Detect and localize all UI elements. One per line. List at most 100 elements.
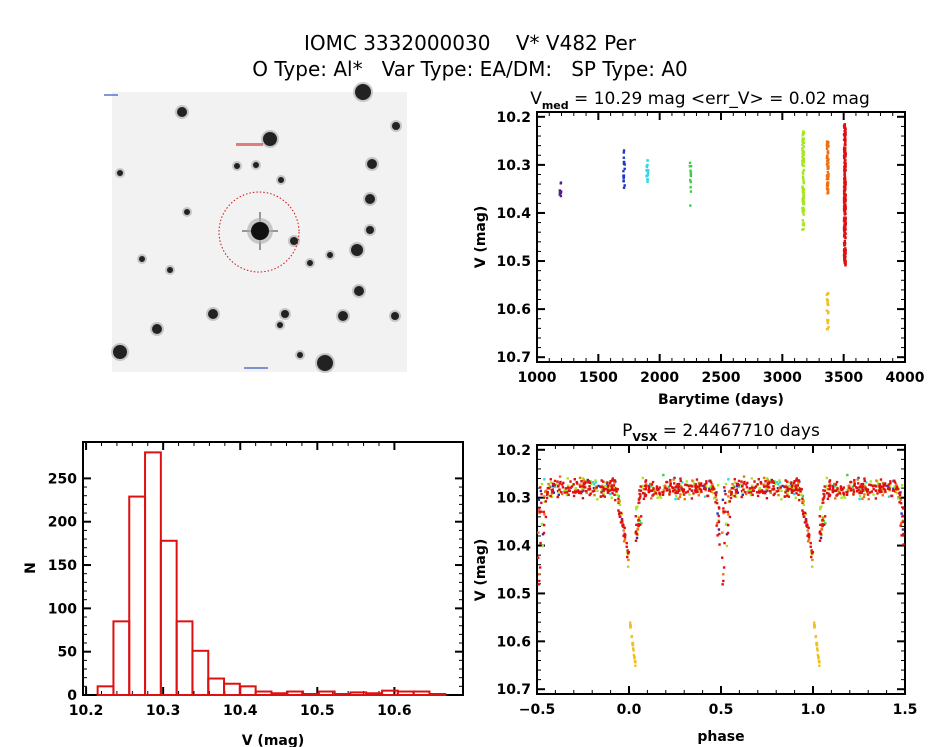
data-point <box>802 145 806 148</box>
data-point <box>695 478 699 481</box>
star <box>355 84 371 100</box>
data-point <box>789 487 792 491</box>
star <box>184 209 190 215</box>
data-point <box>824 522 827 525</box>
data-point <box>588 485 591 488</box>
data-point <box>647 489 650 493</box>
data-point <box>853 482 856 485</box>
data-point <box>801 141 805 144</box>
data-point <box>833 489 836 493</box>
data-point <box>802 196 806 200</box>
data-point <box>887 483 890 486</box>
data-point <box>705 482 708 485</box>
data-point <box>602 492 605 495</box>
target-circle <box>218 191 300 273</box>
data-point <box>774 482 777 486</box>
data-point <box>844 180 847 184</box>
y-tick-label: 200 <box>48 515 77 531</box>
data-point <box>811 552 814 555</box>
data-point <box>827 492 830 495</box>
data-point <box>894 483 898 486</box>
data-point <box>726 531 730 535</box>
data-point <box>815 642 818 645</box>
data-point <box>698 487 701 491</box>
data-point <box>635 536 639 540</box>
data-point <box>797 493 800 496</box>
data-point <box>538 510 541 513</box>
data-point <box>896 497 900 500</box>
data-point <box>797 481 800 485</box>
data-point <box>788 485 792 488</box>
data-point <box>848 486 851 489</box>
data-point <box>596 498 599 501</box>
data-point <box>592 486 596 490</box>
target-star <box>251 222 269 240</box>
data-point <box>723 486 726 489</box>
data-point <box>842 234 846 237</box>
data-point <box>569 486 573 489</box>
data-point <box>825 177 829 181</box>
data-point <box>799 490 802 493</box>
data-point <box>765 485 768 488</box>
data-point <box>622 534 625 537</box>
data-point <box>629 626 632 629</box>
data-point <box>827 292 830 295</box>
x-tick-label: 1.0 <box>801 702 826 718</box>
data-point <box>884 490 887 493</box>
data-point <box>722 566 726 569</box>
data-point <box>643 494 647 498</box>
data-point <box>618 503 622 506</box>
star <box>297 352 303 358</box>
data-point <box>674 486 677 489</box>
data-point <box>635 523 638 527</box>
data-point <box>876 482 880 485</box>
data-point <box>843 249 846 252</box>
data-point <box>883 482 887 485</box>
star <box>290 237 298 245</box>
data-point <box>745 486 749 489</box>
data-point <box>771 481 774 484</box>
data-point <box>818 539 822 542</box>
data-point <box>572 494 576 498</box>
data-point <box>664 486 667 489</box>
data-point <box>573 489 577 492</box>
data-point <box>764 480 767 483</box>
data-point <box>699 482 703 485</box>
data-point <box>715 524 718 527</box>
data-point <box>843 131 847 134</box>
data-point <box>900 534 903 537</box>
data-point <box>688 161 692 165</box>
data-point <box>826 154 829 157</box>
data-point <box>740 480 743 483</box>
data-point <box>568 486 571 490</box>
data-point <box>892 487 895 490</box>
data-point <box>766 489 769 492</box>
data-point <box>902 543 905 546</box>
data-point <box>835 480 839 484</box>
x-tick-label: 10.3 <box>146 703 181 719</box>
data-point <box>721 531 724 534</box>
data-point <box>700 484 703 487</box>
data-point <box>722 511 725 515</box>
data-point <box>843 134 847 138</box>
data-point <box>861 497 864 500</box>
data-point <box>657 487 660 491</box>
data-point <box>803 511 807 515</box>
data-point <box>541 522 544 526</box>
data-point <box>627 552 630 555</box>
data-point <box>566 484 570 488</box>
data-point <box>817 657 820 660</box>
data-point <box>861 489 865 493</box>
data-point <box>610 484 613 487</box>
data-point <box>750 484 754 488</box>
data-point <box>843 165 846 168</box>
data-point <box>612 486 616 489</box>
data-point <box>828 483 832 486</box>
data-point <box>882 487 885 491</box>
data-point <box>747 489 750 492</box>
data-point <box>727 490 731 493</box>
data-point <box>622 149 626 152</box>
data-point <box>844 264 847 267</box>
data-point <box>879 478 883 481</box>
data-point <box>821 524 824 527</box>
